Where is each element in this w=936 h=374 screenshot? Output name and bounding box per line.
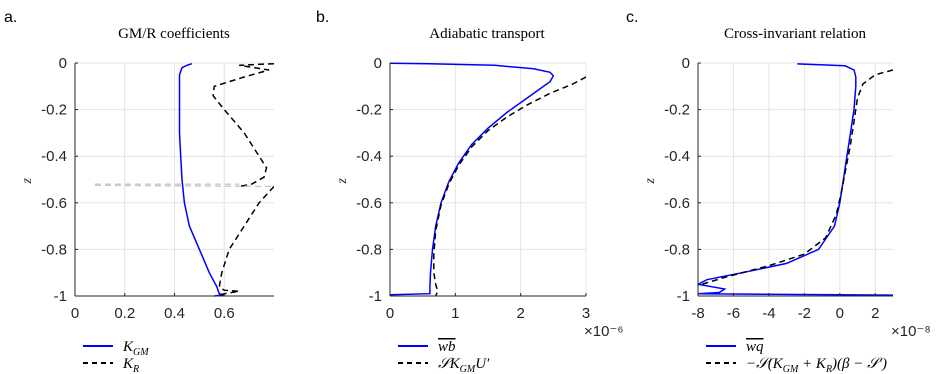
legend-label: wq xyxy=(746,339,764,355)
x-tick-label: 0.4 xyxy=(164,305,185,322)
y-tick-label: -0.6 xyxy=(41,195,67,212)
y-tick-label: -0.8 xyxy=(356,241,382,258)
series-line-1 xyxy=(698,69,893,287)
panel-c: c. Cross-invariant relation -8 -6 -4 -2 0 2 0 -… xyxy=(626,9,931,374)
x-exponent: ×10⁻⁶ xyxy=(584,323,624,340)
x-tick-label: -2 xyxy=(798,305,811,322)
x-tick-label: 0.2 xyxy=(114,305,135,322)
series-group xyxy=(390,62,586,297)
y-tick-label: -0.2 xyxy=(41,102,67,119)
x-tick-label: 2 xyxy=(516,305,524,322)
y-tick-label: 0 xyxy=(59,55,67,72)
series-line-2 xyxy=(218,185,274,297)
y-tick-label: -0.8 xyxy=(664,241,690,258)
x-tick-label: 2 xyxy=(871,305,879,322)
y-tick-label: -0.2 xyxy=(356,102,382,119)
series-line-1 xyxy=(433,76,586,297)
series-group xyxy=(698,63,893,296)
panel-label-c: c. xyxy=(626,9,638,26)
x-tick-label: 0.6 xyxy=(214,305,235,322)
series-line-0 xyxy=(390,62,555,296)
legend-label: −𝒮(KGM + KR)(β − 𝒮′) xyxy=(746,356,887,374)
panel-b: b. Adiabatic transport 0 1 2 3 0 -0.2 -0.4 -0.6… xyxy=(316,9,624,374)
plot-area xyxy=(698,63,893,296)
y-tick-label: -0.6 xyxy=(356,195,382,212)
y-axis-label: z xyxy=(643,178,658,185)
y-tick-label: 0 xyxy=(374,55,382,72)
legend-label: wb xyxy=(438,339,456,355)
x-tick-label: 0 xyxy=(386,305,394,322)
x-tick-label: 0 xyxy=(71,305,79,322)
x-tick-label: 3 xyxy=(582,305,590,322)
series-line-1 xyxy=(212,62,274,188)
y-tick-label: -1 xyxy=(677,288,690,305)
panel-title-b: Adiabatic transport xyxy=(429,26,545,42)
y-tick-label: -0.4 xyxy=(356,148,382,165)
x-tick-label: -6 xyxy=(727,305,740,322)
y-axis-label: z xyxy=(20,178,35,185)
panel-a: a. GM/R coefficients 0 0.2 0.4 0.6 0 -0.2 -0.4… xyxy=(4,9,274,374)
panel-title-a: GM/R coefficients xyxy=(118,26,230,42)
x-tick-label: 0 xyxy=(836,305,844,322)
y-tick-label: -0.4 xyxy=(41,148,67,165)
x-tick-label: -4 xyxy=(762,305,775,322)
panel-label-b: b. xyxy=(316,9,329,26)
plot-area xyxy=(390,63,586,296)
x-tick-label: 1 xyxy=(451,305,459,322)
y-tick-label: 0 xyxy=(682,55,690,72)
legend-label: KGM xyxy=(122,339,149,358)
series-line-0 xyxy=(178,62,225,297)
y-tick-label: -0.2 xyxy=(664,102,690,119)
series-line-0 xyxy=(698,63,893,296)
y-tick-label: -0.4 xyxy=(664,148,690,165)
panel-label-a: a. xyxy=(4,9,17,26)
series-group xyxy=(94,62,274,297)
y-tick-label: -0.6 xyxy=(664,195,690,212)
y-tick-label: -1 xyxy=(54,288,67,305)
x-tick-label: -8 xyxy=(691,305,704,322)
y-tick-label: -0.8 xyxy=(41,241,67,258)
y-axis-label: z xyxy=(335,178,350,185)
legend-label: KR xyxy=(122,356,139,374)
panel-title-c: Cross-invariant relation xyxy=(724,26,867,42)
y-tick-label: -1 xyxy=(369,288,382,305)
legend-label: 𝒮KGMU′ xyxy=(438,356,490,374)
x-exponent: ×10⁻⁸ xyxy=(891,323,931,340)
